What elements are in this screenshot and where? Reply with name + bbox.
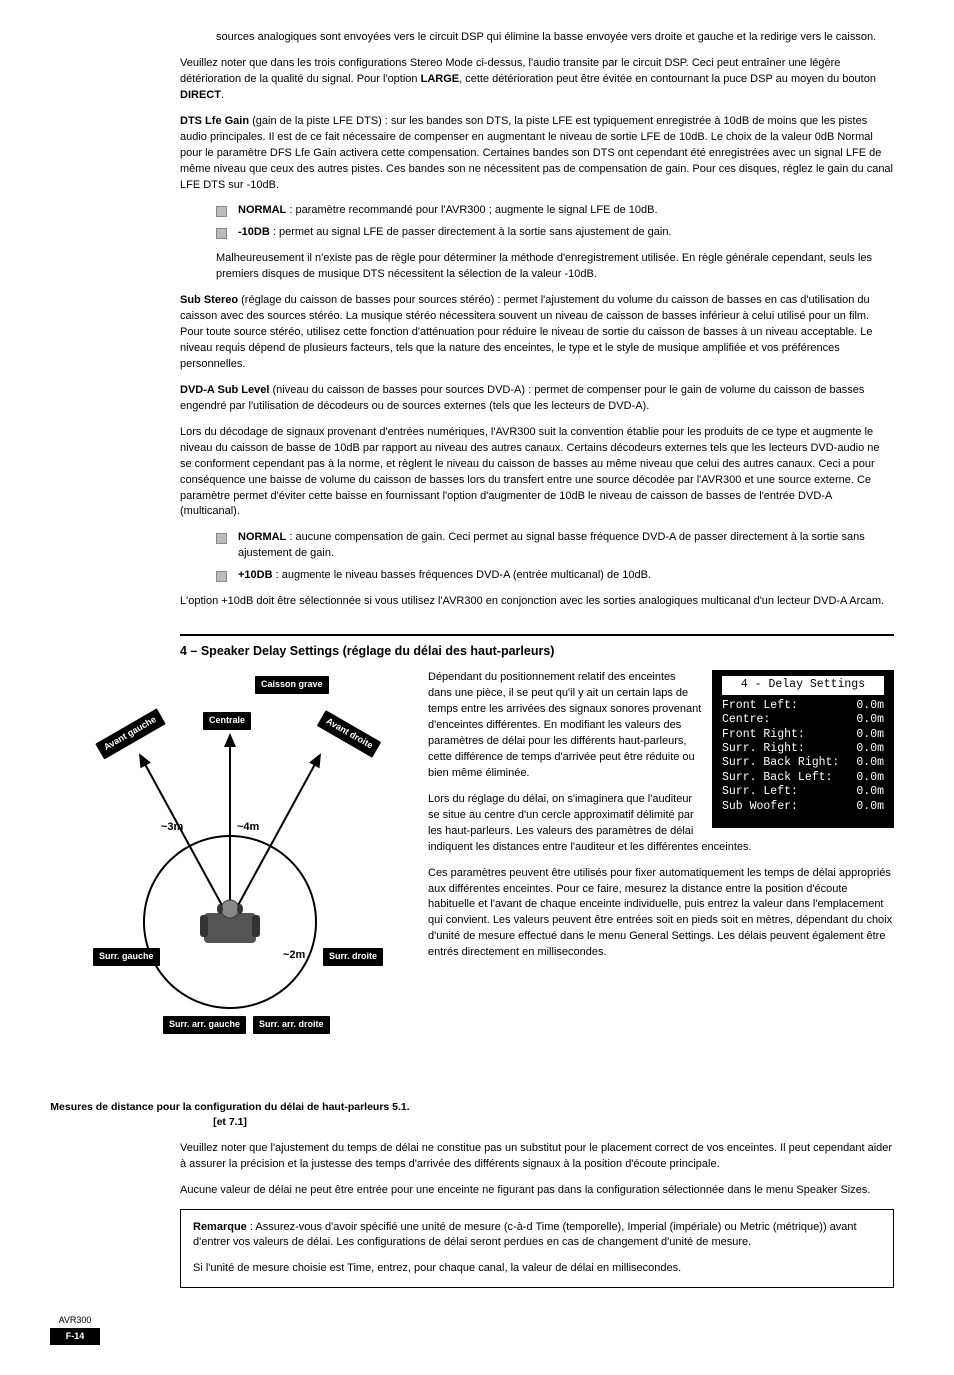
dvda-para: DVD-A Sub Level (niveau du caisson de ba…	[180, 383, 894, 415]
delay-row: Front Left: 0.0m	[718, 699, 888, 713]
section-divider	[180, 634, 894, 636]
label: Surr. Back Right:	[722, 756, 839, 770]
spk-surr-g: Surr. gauche	[93, 948, 160, 966]
spk-surr-d: Surr. droite	[323, 948, 383, 966]
text: (niveau du caisson de basses pour source…	[180, 384, 864, 412]
remark-box: Remarque : Assurez-vous d'avoir spécifié…	[180, 1209, 894, 1289]
dist-4m: ~4m	[237, 820, 259, 836]
spk-surr-ad: Surr. arr. droite	[253, 1016, 330, 1034]
value: 0.0m	[856, 713, 884, 727]
sub-heading: Sub Stereo	[180, 294, 238, 306]
list-item: -10DB : permet au signal LFE de passer d…	[216, 225, 894, 241]
delay-row: Surr. Back Left: 0.0m	[718, 771, 888, 785]
dvda-closing: L'option +10dB doit être sélectionnée si…	[180, 594, 894, 610]
value: 0.0m	[856, 728, 884, 742]
opt-direct: DIRECT	[180, 89, 221, 101]
intro-continued: sources analogiques sont envoyées vers l…	[216, 30, 894, 46]
footer-model: AVR300	[50, 1314, 100, 1327]
delay-settings-panel: 4 - Delay Settings Front Left: 0.0m Centr…	[712, 670, 894, 828]
text: .	[221, 89, 224, 101]
list-item: +10DB : augmente le niveau basses fréque…	[216, 568, 894, 584]
dist-2m: ~2m	[283, 948, 305, 964]
intro-p2: Veuillez noter que dans les trois config…	[180, 56, 894, 104]
opt-minus10: -10DB	[238, 226, 270, 238]
label: Sub Woofer:	[722, 800, 798, 814]
section4-text: 4 - Delay Settings Front Left: 0.0m Centr…	[428, 670, 894, 1140]
list-item: NORMAL : aucune compensation de gain. Ce…	[216, 530, 894, 562]
diagram-caption: Mesures de distance pour la configuratio…	[50, 1100, 410, 1130]
opt-normal: NORMAL	[238, 204, 286, 216]
label: Front Right:	[722, 728, 805, 742]
dts-list: NORMAL : paramètre recommandé pour l'AVR…	[216, 203, 894, 241]
s4-p5: Aucune valeur de délai ne peut être entr…	[180, 1183, 894, 1199]
page-footer: AVR300 F-14	[50, 1314, 100, 1345]
dts-note: Malheureusement il n'existe pas de règle…	[216, 251, 894, 283]
delay-row: Surr. Right: 0.0m	[718, 742, 888, 756]
text: : aucune compensation de gain. Ceci perm…	[238, 531, 865, 559]
opt-large: LARGE	[421, 73, 460, 85]
value: 0.0m	[856, 785, 884, 799]
spk-centrale: Centrale	[203, 712, 251, 730]
remark-p1: Remarque : Assurez-vous d'avoir spécifié…	[193, 1220, 881, 1252]
value: 0.0m	[856, 771, 884, 785]
sub-para: Sub Stereo (réglage du caisson de basses…	[180, 293, 894, 373]
label: Surr. Right:	[722, 742, 805, 756]
label: Front Left:	[722, 699, 798, 713]
opt-plus10: +10DB	[238, 569, 273, 581]
remark-p2: Si l'unité de mesure choisie est Time, e…	[193, 1261, 881, 1277]
delay-row: Front Right: 0.0m	[718, 728, 888, 742]
delay-row: Sub Woofer: 0.0m	[718, 800, 888, 814]
footer-page: F-14	[50, 1328, 100, 1345]
text: : Assurez-vous d'avoir spécifié une unit…	[193, 1221, 857, 1249]
value: 0.0m	[856, 699, 884, 713]
delay-row: Surr. Back Right: 0.0m	[718, 756, 888, 770]
list-item: NORMAL : paramètre recommandé pour l'AVR…	[216, 203, 894, 219]
label: Surr. Back Left:	[722, 771, 832, 785]
spk-caisson: Caisson grave	[255, 676, 329, 694]
remark-label: Remarque	[193, 1221, 247, 1233]
text: : paramètre recommandé pour l'AVR300 ; a…	[286, 204, 657, 216]
s4-p3: Ces paramètres peuvent être utilisés pou…	[428, 866, 894, 962]
s4-p4: Veuillez noter que l'ajustement du temps…	[180, 1141, 894, 1173]
dist-3m: ~3m	[161, 820, 183, 836]
speaker-diagram: Caisson grave Centrale Avant gauche Avan…	[65, 670, 395, 1090]
dvda-list: NORMAL : aucune compensation de gain. Ce…	[216, 530, 894, 584]
text: , cette détérioration peut être évitée e…	[459, 73, 876, 85]
label: Surr. Left:	[722, 785, 798, 799]
delay-row: Centre: 0.0m	[718, 713, 888, 727]
value: 0.0m	[856, 742, 884, 756]
text: : augmente le niveau basses fréquences D…	[273, 569, 652, 581]
diagram-column: Caisson grave Centrale Avant gauche Avan…	[50, 670, 410, 1140]
text: (gain de la piste LFE DTS) : sur les ban…	[180, 115, 893, 191]
section4-title: 4 – Speaker Delay Settings (réglage du d…	[180, 642, 894, 660]
listener-icon	[200, 895, 260, 947]
value: 0.0m	[856, 800, 884, 814]
dts-para: DTS Lfe Gain (gain de la piste LFE DTS) …	[180, 114, 894, 194]
text: : permet au signal LFE de passer directe…	[270, 226, 672, 238]
spk-surr-ag: Surr. arr. gauche	[163, 1016, 246, 1034]
panel-title: 4 - Delay Settings	[722, 676, 884, 695]
label: Centre:	[722, 713, 770, 727]
delay-row: Surr. Left: 0.0m	[718, 785, 888, 799]
opt-normal: NORMAL	[238, 531, 286, 543]
dvda-heading: DVD-A Sub Level	[180, 384, 269, 396]
value: 0.0m	[856, 756, 884, 770]
text: (réglage du caisson de basses pour sourc…	[180, 294, 872, 370]
dts-heading: DTS Lfe Gain	[180, 115, 249, 127]
dvda-p2: Lors du décodage de signaux provenant d'…	[180, 425, 894, 521]
